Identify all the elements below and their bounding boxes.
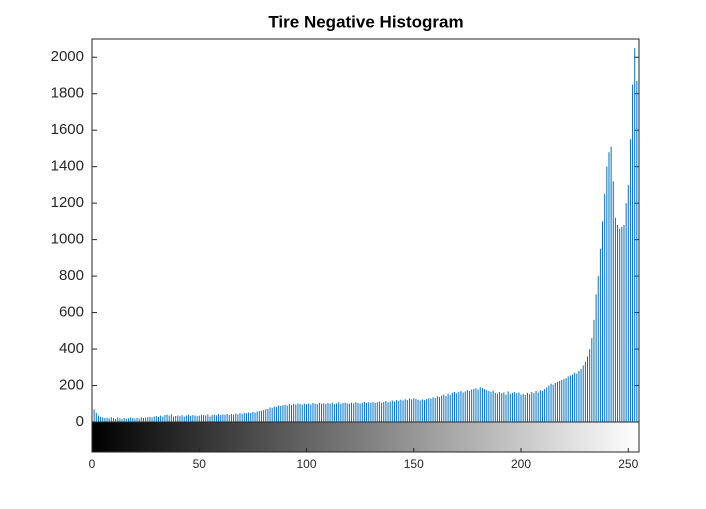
x-tick-label: 250 [618, 457, 638, 471]
x-tick-label: 100 [296, 457, 316, 471]
chart-title: Tire Negative Histogram [268, 12, 463, 31]
x-tick-label: 50 [193, 457, 207, 471]
y-tick-label: 1200 [51, 194, 84, 211]
y-tick-label: 600 [59, 304, 84, 321]
x-tick-label: 0 [89, 457, 96, 471]
y-tick-label: 2000 [51, 48, 84, 65]
y-tick-label: 1800 [51, 85, 84, 102]
plot-frame [91, 38, 640, 423]
y-tick-label: 200 [59, 376, 84, 393]
colorbar [91, 421, 640, 453]
y-tick-label: 1400 [51, 158, 84, 175]
y-tick-label: 400 [59, 340, 84, 357]
y-tick-label: 1000 [51, 231, 84, 248]
y-tick-label: 0 [76, 413, 84, 430]
x-tick-label: 150 [404, 457, 424, 471]
y-tick-label: 800 [59, 267, 84, 284]
x-tick-label: 200 [511, 457, 531, 471]
y-tick-label: 1600 [51, 121, 84, 138]
